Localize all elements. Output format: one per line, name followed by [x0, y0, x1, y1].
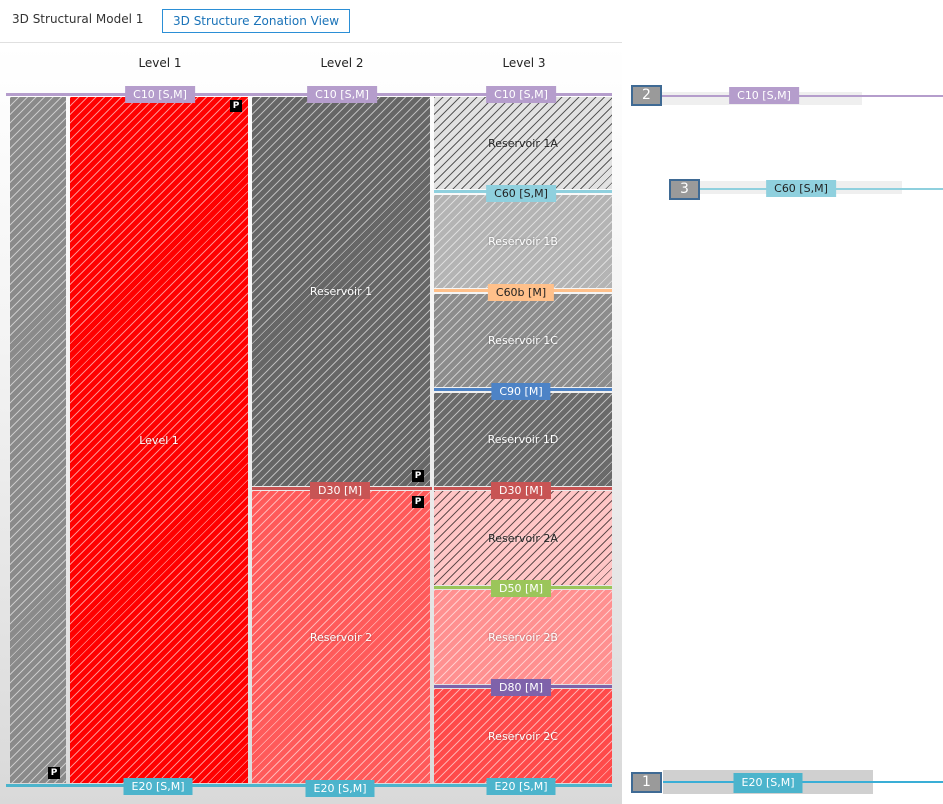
- p-badge: P: [230, 100, 242, 112]
- horizon-tag-e20[interactable]: E20 [S,M]: [486, 778, 556, 795]
- zone-reservoir-1b[interactable]: Reservoir 1B: [434, 195, 612, 288]
- horizon-tag-c10[interactable]: C10 [S,M]: [486, 86, 556, 103]
- horizon-tag-c10[interactable]: C10 [S,M]: [307, 86, 377, 103]
- sequence-tag-c10[interactable]: C10 [S,M]: [729, 87, 799, 104]
- zone-reservoir-2a[interactable]: Reservoir 2A: [434, 491, 612, 585]
- zone-reservoir-2c[interactable]: Reservoir 2C: [434, 689, 612, 783]
- sequence-line-c10: [660, 95, 943, 97]
- zone-label: Level 1: [139, 433, 179, 447]
- sequence-line-e20: [663, 781, 943, 783]
- horizon-tag-d80[interactable]: D80 [M]: [490, 679, 552, 696]
- zone-label: Reservoir 2A: [488, 531, 558, 545]
- zone-label: Reservoir 1B: [488, 235, 558, 248]
- zone-reservoir-1d[interactable]: Reservoir 1D: [434, 393, 612, 486]
- zonation-canvas: Level 1 Level 2 Level 3 P Level 1 P Rese…: [0, 44, 622, 804]
- horizon-tag-c90[interactable]: C90 [M]: [491, 383, 551, 400]
- sequence-number-3[interactable]: 3: [669, 179, 700, 200]
- horizon-tag-e20[interactable]: E20 [S,M]: [305, 780, 375, 797]
- horizon-tag-d50[interactable]: D50 [M]: [490, 580, 552, 597]
- zone-level-1[interactable]: Level 1 P: [70, 97, 248, 783]
- zone-label: Reservoir 1: [309, 285, 373, 298]
- horizon-tag-c10[interactable]: C10 [S,M]: [125, 86, 195, 103]
- zone-reservoir-2b[interactable]: Reservoir 2B: [434, 590, 612, 684]
- horizon-tag-d30[interactable]: D30 [M]: [309, 482, 371, 499]
- zone-label: Reservoir 1A: [488, 136, 558, 150]
- horizon-tag-e20[interactable]: E20 [S,M]: [123, 778, 193, 795]
- column-header-level-2: Level 2: [320, 56, 364, 70]
- p-badge: P: [412, 496, 424, 508]
- view-header: 3D Structural Model 1 3D Structure Zonat…: [0, 0, 622, 43]
- sequence-number-1[interactable]: 1: [631, 772, 662, 793]
- zone-left-strip[interactable]: P: [10, 97, 66, 783]
- model-title: 3D Structural Model 1: [12, 12, 144, 26]
- sequence-tag-c60[interactable]: C60 [S,M]: [766, 180, 836, 197]
- zone-label: Reservoir 2: [309, 630, 373, 644]
- zone-reservoir-1c[interactable]: Reservoir 1C: [434, 294, 612, 387]
- zone-reservoir-2[interactable]: Reservoir 2 P: [252, 491, 430, 783]
- sequence-number-2[interactable]: 2: [631, 85, 662, 106]
- horizon-tag-d30[interactable]: D30 [M]: [490, 482, 552, 499]
- horizon-tag-c60[interactable]: C60 [S,M]: [486, 185, 556, 202]
- zone-label: Reservoir 2B: [488, 630, 558, 644]
- tab-zonation-view[interactable]: 3D Structure Zonation View: [162, 9, 351, 33]
- zone-label: Reservoir 1C: [488, 334, 558, 347]
- p-badge: P: [48, 767, 60, 779]
- horizon-tag-c60b[interactable]: C60b [M]: [487, 284, 555, 301]
- column-header-level-1: Level 1: [138, 56, 182, 70]
- sequence-tag-e20[interactable]: E20 [S,M]: [733, 773, 803, 793]
- p-badge: P: [412, 470, 424, 482]
- column-header-level-3: Level 3: [502, 56, 546, 70]
- zone-reservoir-1[interactable]: Reservoir 1 P: [252, 97, 430, 486]
- zone-label: Reservoir 1D: [487, 433, 559, 446]
- zone-reservoir-1a[interactable]: Reservoir 1A: [434, 97, 612, 189]
- zone-label: Reservoir 2C: [488, 729, 558, 743]
